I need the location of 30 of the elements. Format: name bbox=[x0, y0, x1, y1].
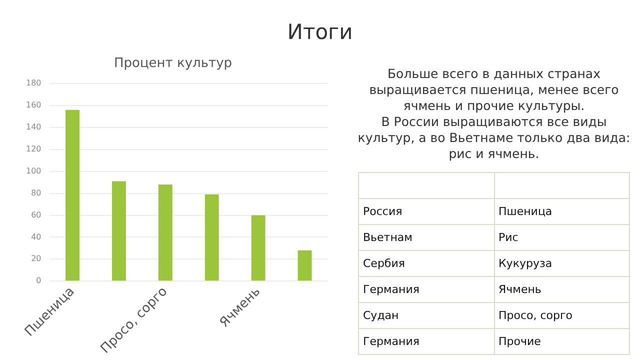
y-tick-label: 140 bbox=[26, 122, 42, 132]
text: Рис bbox=[494, 224, 630, 250]
bar bbox=[251, 215, 266, 281]
chart-title: Итоги bbox=[286, 20, 354, 44]
text: Больше всего в данных странах выращивается пшеница, менее всего ячмень и прочие культуры. bbox=[368, 66, 620, 114]
text: Германия bbox=[358, 276, 494, 302]
y-tick-label: 0 bbox=[36, 276, 42, 286]
y-tick-label: 40 bbox=[31, 232, 42, 242]
text: Прочие bbox=[494, 328, 630, 354]
y-tick-label: 100 bbox=[26, 166, 42, 176]
bar bbox=[204, 194, 219, 281]
chart-subtitle: Процент культур bbox=[114, 56, 232, 72]
bar bbox=[158, 184, 172, 281]
y-tick-label: 20 bbox=[31, 254, 42, 264]
y-tick-label: 180 bbox=[26, 78, 42, 88]
bar bbox=[112, 181, 126, 281]
text: В России выращиваются все виды культур, а во Вьетнаме только два вида: рис и ячмень. bbox=[356, 114, 632, 162]
bar bbox=[298, 250, 312, 281]
text: Германия bbox=[358, 328, 494, 354]
y-tick-label: 160 bbox=[26, 100, 42, 110]
y-tick-label: 120 bbox=[26, 144, 42, 154]
y-tick-label: 60 bbox=[31, 210, 42, 220]
text: Пшеница bbox=[494, 198, 630, 224]
text: Кукуруза bbox=[494, 250, 630, 276]
bar bbox=[66, 110, 80, 281]
text: Сербия bbox=[358, 250, 494, 276]
text: Судан bbox=[358, 302, 494, 328]
text: Россия bbox=[358, 198, 494, 224]
text: Вьетнам bbox=[358, 224, 494, 250]
y-tick-label: 80 bbox=[31, 188, 42, 198]
